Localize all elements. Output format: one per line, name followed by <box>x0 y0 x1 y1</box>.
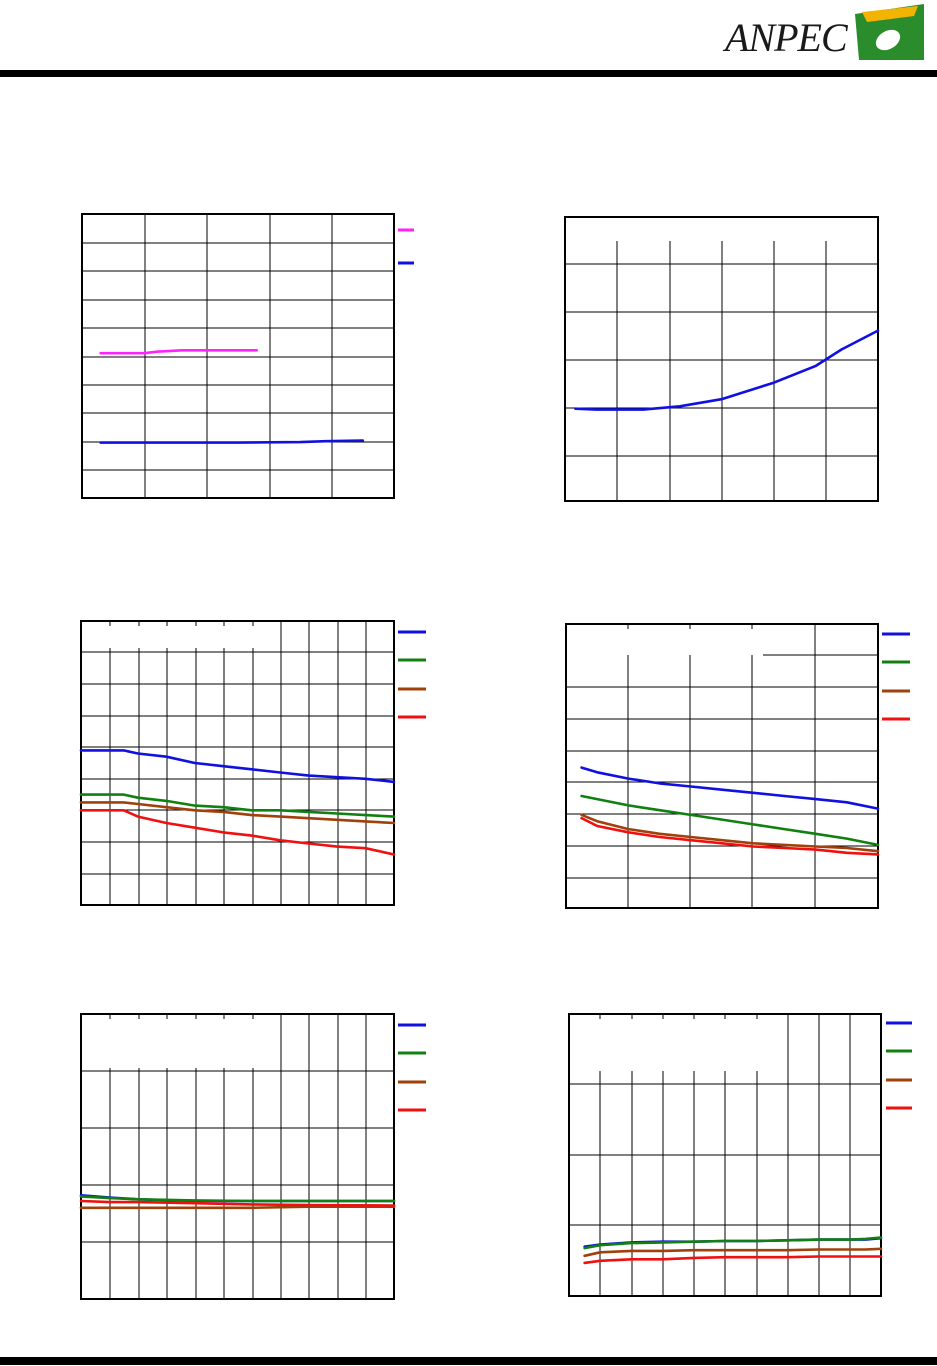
chart-6 <box>568 1013 912 1297</box>
series-line-red <box>79 1199 396 1207</box>
series-line-brown <box>580 813 880 853</box>
bottom-rule <box>0 1357 937 1365</box>
chart-5 <box>79 1013 426 1300</box>
chart-2 <box>564 216 880 502</box>
chart-1 <box>81 213 414 499</box>
series-line-blue <box>99 439 365 444</box>
series-line-brown <box>79 1205 396 1210</box>
series-line-blue <box>574 329 880 411</box>
series-line-red <box>79 808 396 856</box>
anpec-logo: ANPEC <box>722 2 927 64</box>
series-line-red <box>583 1255 883 1265</box>
series-line-blue <box>79 749 396 784</box>
chart-4 <box>565 623 910 909</box>
series-line-green <box>79 793 396 818</box>
plot-frame <box>80 620 395 906</box>
series-line-brown <box>583 1247 883 1258</box>
plot-frame <box>565 623 879 909</box>
series-line-brown <box>79 801 396 825</box>
series-line-green <box>580 794 880 847</box>
series-line-green <box>79 1195 396 1203</box>
series-line-red <box>580 816 880 856</box>
logo-emblem <box>855 4 924 60</box>
plot-frame <box>81 213 395 499</box>
logo-text: ANPEC <box>722 15 849 60</box>
chart-3 <box>79 620 426 906</box>
plot-frame <box>80 1013 395 1300</box>
top-rule <box>0 70 937 77</box>
series-line-magenta <box>99 348 259 355</box>
series-line-green <box>583 1236 883 1250</box>
series-line-blue <box>580 766 880 810</box>
